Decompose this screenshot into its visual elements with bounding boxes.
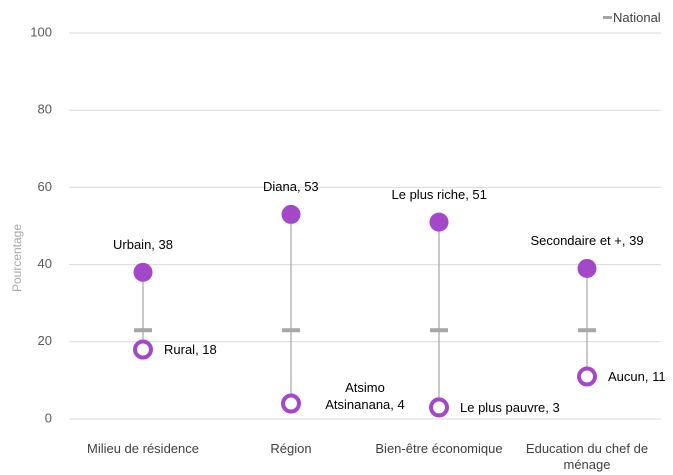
y-tick-label: 100 <box>30 24 52 39</box>
data-label: Secondaire et +, 39 <box>530 233 644 249</box>
low-dot <box>133 339 153 360</box>
national-marker <box>134 328 152 333</box>
legend-swatch <box>603 16 612 19</box>
y-axis-label: Pourcentage <box>10 224 24 292</box>
data-label: Urbain, 38 <box>113 237 173 253</box>
low-dot <box>577 366 597 387</box>
legend-label: National <box>613 10 661 25</box>
y-tick-label: 0 <box>45 410 52 425</box>
low-dot <box>429 397 449 418</box>
national-marker <box>430 328 448 333</box>
x-tick-label: Education du chef de ménage <box>525 441 649 472</box>
data-label: Diana, 53 <box>263 179 319 195</box>
national-marker <box>578 328 596 333</box>
x-tick-label: Milieu de résidence <box>86 441 199 456</box>
y-tick-label: 60 <box>38 179 52 194</box>
y-tick-label: 40 <box>38 256 52 271</box>
data-label: Rural, 18 <box>164 342 217 358</box>
y-tick-label: 20 <box>38 333 52 348</box>
low-dot <box>281 393 301 414</box>
high-dot <box>281 204 301 224</box>
data-label: Aucun, 11 <box>608 369 666 385</box>
data-label: Le plus pauvre, 3 <box>460 399 560 415</box>
high-dot <box>429 212 449 232</box>
national-marker <box>282 328 300 333</box>
data-label: Le plus riche, 51 <box>391 187 487 203</box>
high-dot <box>577 258 597 278</box>
x-tick-label: Région <box>270 441 312 456</box>
high-dot <box>133 262 153 282</box>
y-tick-label: 80 <box>38 102 52 117</box>
data-label: Atsimo Atsinanana, 4 <box>325 379 405 412</box>
x-tick-label: Bien-être économique <box>375 441 503 456</box>
